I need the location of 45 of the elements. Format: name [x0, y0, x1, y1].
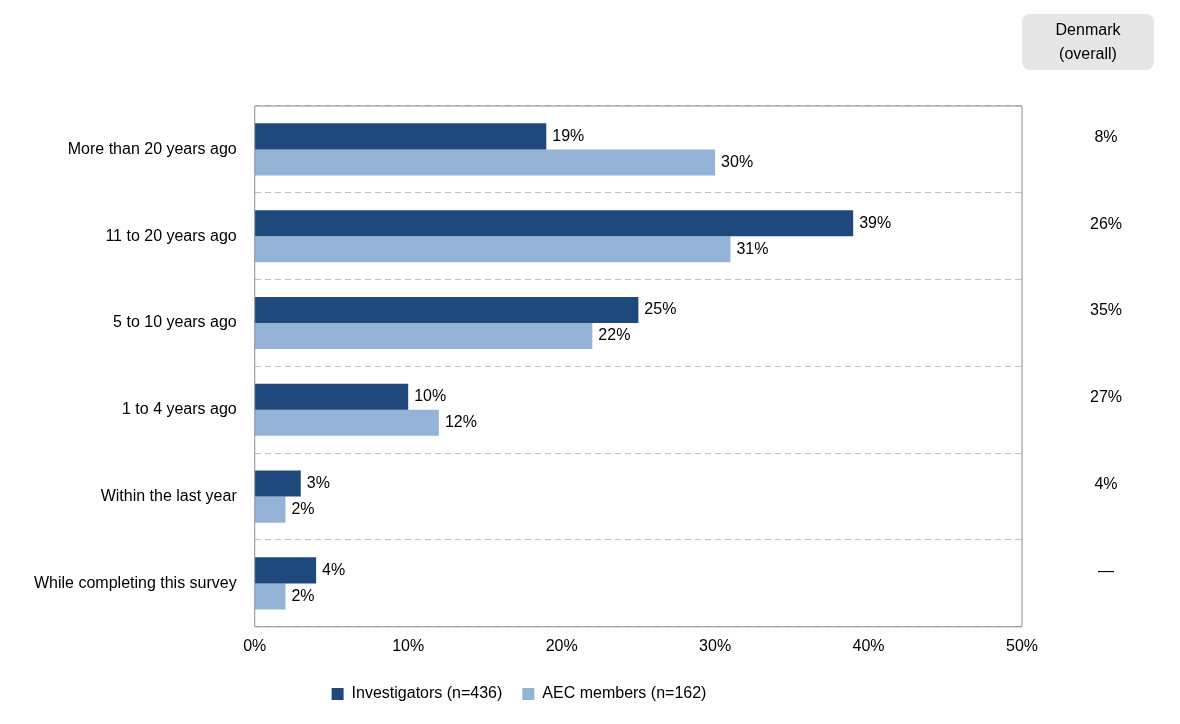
callout-box: Denmark (overall): [1022, 14, 1154, 70]
data-label: 2%: [291, 500, 315, 518]
bar: [254, 323, 593, 350]
y-tick-label: 5 to 10 years ago: [113, 313, 237, 331]
text: 4%: [1094, 475, 1118, 493]
x-tick-label: 30%: [699, 636, 732, 654]
data-label: 25%: [644, 300, 677, 318]
y-tick-label: 1 to 4 years ago: [121, 400, 237, 418]
data-label: 19%: [552, 126, 585, 144]
legend-label: AEC members (n=162): [542, 684, 707, 702]
bar: [254, 236, 731, 263]
data-label: 12%: [444, 413, 477, 431]
legend-label: Investigators (n=436): [351, 684, 503, 702]
x-tick-label: 10%: [392, 636, 425, 654]
text: 8%: [1094, 127, 1118, 145]
bar: [254, 383, 409, 410]
data-label: 10%: [414, 387, 447, 405]
y-tick-label: More than 20 years ago: [67, 139, 237, 157]
data-label: 39%: [859, 213, 892, 231]
data-label: 31%: [736, 239, 769, 257]
text: 26%: [1089, 214, 1123, 232]
x-tick-label: 20%: [545, 636, 578, 654]
text: 27%: [1089, 388, 1123, 406]
bar: [254, 296, 639, 323]
x-tick-label: 40%: [852, 636, 885, 654]
bar: [254, 583, 286, 610]
bar: [254, 123, 547, 150]
data-label: 3%: [306, 473, 330, 491]
data-label: 30%: [721, 152, 754, 170]
data-label: 2%: [291, 586, 315, 604]
x-tick-label: 50%: [1005, 636, 1039, 654]
y-tick-label: While completing this survey: [33, 573, 237, 591]
y-tick-label: Within the last year: [100, 487, 238, 505]
y-tick-label: 11 to 20 years ago: [105, 226, 237, 244]
x-tick-label: 0%: [243, 636, 267, 654]
bar: [254, 409, 439, 436]
text: —: [1098, 561, 1114, 579]
bar: [254, 149, 716, 176]
data-label: 22%: [598, 326, 631, 344]
text: 35%: [1089, 301, 1123, 319]
data-label: 4%: [322, 560, 346, 578]
bar: [254, 210, 854, 237]
bar: [254, 557, 317, 584]
bar: [254, 496, 286, 523]
bar: [254, 470, 301, 497]
